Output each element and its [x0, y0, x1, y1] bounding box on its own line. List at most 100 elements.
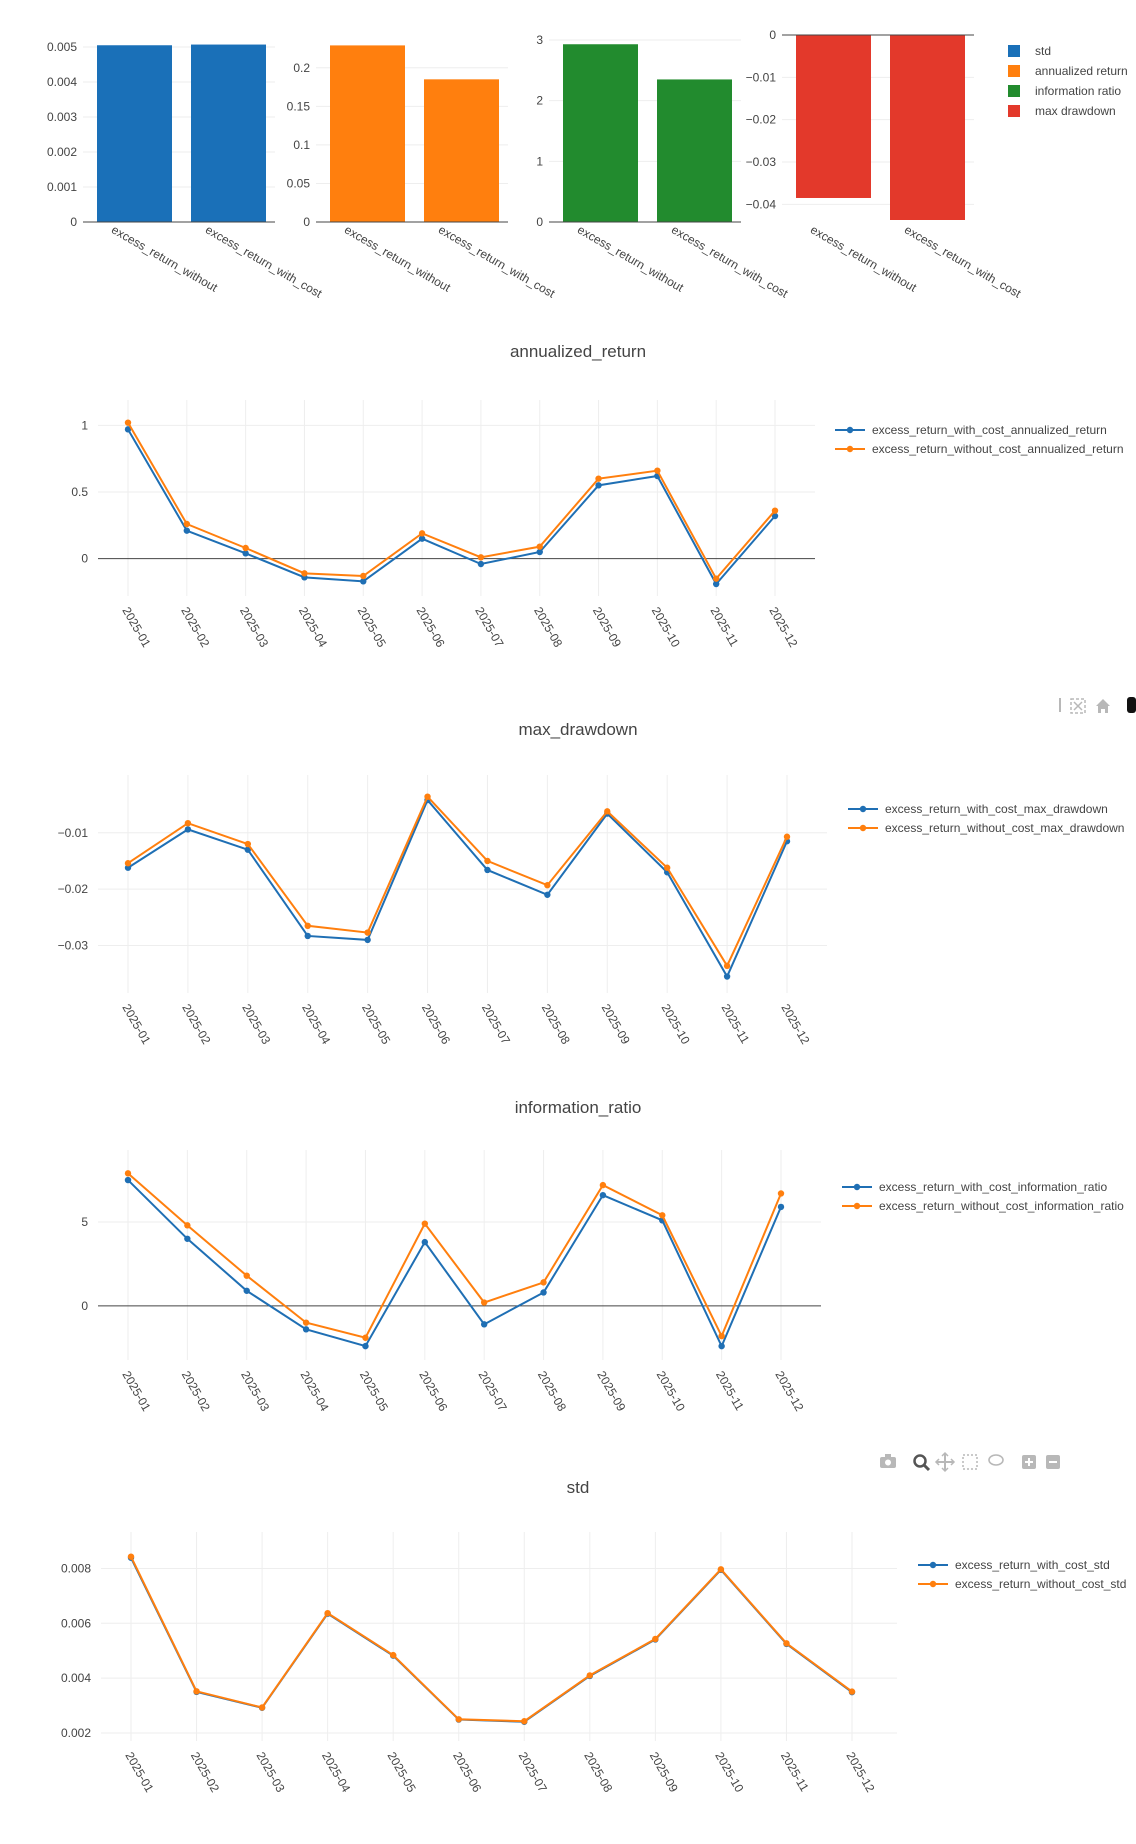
bar-excess_return_without_cost[interactable] — [97, 45, 172, 222]
data-point[interactable] — [362, 1342, 369, 1350]
data-point[interactable] — [364, 936, 371, 944]
data-point[interactable] — [360, 572, 367, 580]
camera-icon[interactable] — [880, 1454, 896, 1468]
data-point[interactable] — [586, 1672, 594, 1679]
data-point[interactable] — [184, 1235, 191, 1242]
data-point[interactable] — [604, 808, 611, 815]
data-point[interactable] — [258, 1704, 266, 1711]
data-point[interactable] — [421, 1238, 429, 1246]
data-point[interactable] — [184, 1222, 191, 1229]
data-point[interactable] — [124, 426, 132, 433]
data-point[interactable] — [302, 1319, 310, 1326]
data-point[interactable] — [127, 1553, 135, 1560]
data-point[interactable] — [324, 1609, 331, 1617]
chart-title: std — [567, 1478, 590, 1497]
data-point[interactable] — [783, 833, 791, 840]
autoscale-icon[interactable] — [1070, 698, 1086, 714]
data-point[interactable] — [652, 1635, 659, 1643]
data-point[interactable] — [183, 520, 191, 528]
data-point[interactable] — [771, 507, 779, 514]
data-point[interactable] — [243, 1272, 250, 1279]
data-point[interactable] — [599, 1191, 607, 1199]
data-point[interactable] — [193, 1688, 200, 1695]
x-tick-label: 2025-07 — [516, 1750, 550, 1795]
bar-excess_return_without_cost[interactable] — [563, 44, 638, 222]
box-select-icon[interactable] — [962, 1454, 978, 1470]
data-point[interactable] — [540, 1279, 547, 1286]
data-point[interactable] — [360, 578, 367, 585]
data-point[interactable] — [521, 1718, 528, 1725]
data-point[interactable] — [654, 467, 661, 474]
data-point[interactable] — [477, 560, 485, 568]
data-point[interactable] — [536, 548, 543, 556]
data-point[interactable] — [659, 1212, 666, 1219]
data-point[interactable] — [540, 1289, 547, 1296]
data-point[interactable] — [124, 1176, 132, 1184]
data-point[interactable] — [484, 866, 491, 874]
data-point[interactable] — [536, 543, 543, 550]
data-point[interactable] — [663, 864, 671, 871]
zoom-icon[interactable] — [913, 1454, 931, 1472]
data-point[interactable] — [484, 857, 491, 865]
data-point[interactable] — [723, 973, 731, 980]
data-point[interactable] — [480, 1321, 488, 1328]
data-point[interactable] — [717, 1566, 725, 1573]
data-point[interactable] — [184, 819, 192, 827]
data-point[interactable] — [183, 527, 191, 534]
zoom-out-icon[interactable] — [1046, 1455, 1060, 1469]
data-point[interactable] — [480, 1299, 488, 1306]
bar-excess_return_without_cost[interactable] — [796, 35, 871, 198]
data-point[interactable] — [242, 550, 249, 557]
data-point[interactable] — [418, 535, 426, 542]
data-point[interactable] — [124, 1170, 132, 1177]
data-point[interactable] — [124, 864, 132, 871]
data-point[interactable] — [244, 840, 252, 848]
data-point[interactable] — [848, 1688, 856, 1695]
data-point[interactable] — [712, 575, 720, 582]
data-point[interactable] — [712, 580, 720, 588]
data-point[interactable] — [544, 891, 551, 898]
data-point[interactable] — [304, 932, 311, 940]
data-point[interactable] — [389, 1651, 397, 1659]
data-point[interactable] — [421, 1220, 429, 1227]
bar-excess_return_with_cost[interactable] — [890, 35, 965, 220]
data-point[interactable] — [718, 1342, 725, 1350]
data-point[interactable] — [777, 1203, 785, 1211]
data-point[interactable] — [595, 475, 602, 482]
data-point[interactable] — [362, 1334, 369, 1341]
bar-excess_return_with_cost[interactable] — [191, 44, 266, 222]
data-point[interactable] — [544, 882, 551, 889]
data-point[interactable] — [124, 419, 132, 426]
data-point[interactable] — [599, 1181, 607, 1189]
data-point[interactable] — [304, 922, 311, 930]
data-point[interactable] — [424, 793, 431, 800]
bar-excess_return_with_cost[interactable] — [657, 79, 732, 222]
data-point[interactable] — [455, 1716, 462, 1723]
zoom-in-icon[interactable] — [1022, 1455, 1036, 1469]
data-point[interactable] — [364, 929, 371, 936]
home-icon[interactable] — [1096, 699, 1110, 713]
pan-icon[interactable] — [934, 1451, 956, 1473]
data-point[interactable] — [184, 826, 192, 833]
data-point[interactable] — [244, 846, 252, 853]
bar-excess_return_without_cost[interactable] — [330, 45, 405, 223]
data-point[interactable] — [777, 1190, 785, 1197]
legend-marker — [929, 1561, 937, 1569]
x-tick-label: 2025-04 — [319, 1750, 353, 1795]
data-point[interactable] — [723, 962, 731, 970]
data-point[interactable] — [243, 1287, 250, 1294]
data-point[interactable] — [242, 544, 249, 552]
data-point[interactable] — [783, 1640, 790, 1647]
data-point[interactable] — [302, 1326, 310, 1333]
data-point[interactable] — [771, 512, 779, 520]
x-tick-label: 2025-10 — [659, 1002, 693, 1047]
data-point[interactable] — [124, 860, 132, 867]
data-point[interactable] — [718, 1332, 725, 1340]
data-point[interactable] — [301, 570, 308, 577]
x-tick-label: 2025-06 — [413, 605, 447, 650]
data-point[interactable] — [418, 530, 426, 537]
data-point[interactable] — [477, 554, 485, 561]
data-point[interactable] — [595, 482, 602, 489]
lasso-icon[interactable] — [988, 1454, 1004, 1466]
bar-excess_return_with_cost[interactable] — [424, 79, 499, 222]
